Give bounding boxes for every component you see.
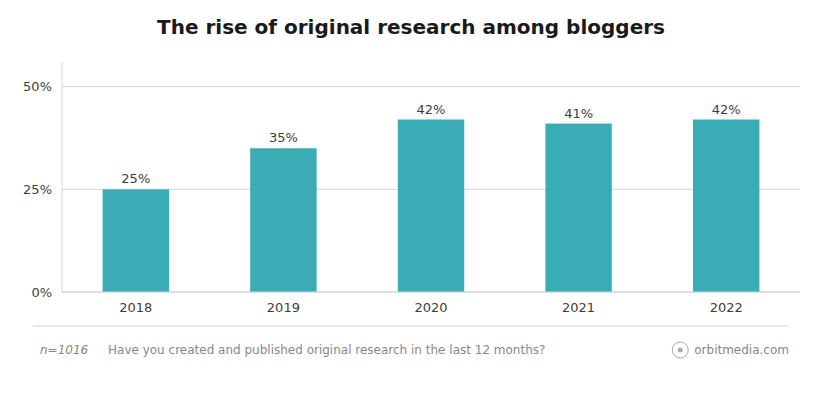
- y-tick-label: 25%: [23, 182, 52, 197]
- bar: [103, 189, 169, 292]
- y-axis-line: [62, 62, 63, 292]
- footer-note: n=1016: [40, 343, 89, 357]
- data-label: 42%: [712, 102, 741, 117]
- data-label: 35%: [269, 130, 298, 145]
- data-label: 42%: [417, 102, 446, 117]
- x-tick-label: 2020: [414, 300, 447, 315]
- y-tick-label: 50%: [23, 79, 52, 94]
- bar: [398, 120, 464, 293]
- data-label: 25%: [121, 171, 150, 186]
- brand-icon: [672, 342, 688, 358]
- title: The rise of original research among blog…: [157, 15, 665, 39]
- footer-brand: orbitmedia.com: [694, 343, 789, 357]
- x-tick-label: 2022: [710, 300, 743, 315]
- y-grid: [62, 87, 800, 292]
- x-tick-label: 2019: [267, 300, 300, 315]
- footer-separator: [33, 326, 789, 327]
- data-label: 41%: [564, 106, 593, 121]
- chart-container: The rise of original research among blog…: [0, 0, 822, 408]
- footer-question: Have you created and published original …: [108, 343, 545, 357]
- grid-line: [62, 86, 800, 87]
- x-tick-label: 2021: [562, 300, 595, 315]
- bars: [103, 120, 760, 293]
- brand-icon-dot: [678, 348, 683, 353]
- y-tick-label: 0%: [31, 285, 52, 300]
- bar: [545, 124, 611, 292]
- bar: [250, 148, 316, 292]
- x-axis-line: [62, 292, 800, 293]
- grid-line: [62, 292, 800, 293]
- x-tick-label: 2018: [119, 300, 152, 315]
- chart-svg: The rise of original research among blog…: [0, 0, 822, 408]
- bar: [693, 120, 759, 293]
- background: [0, 0, 822, 408]
